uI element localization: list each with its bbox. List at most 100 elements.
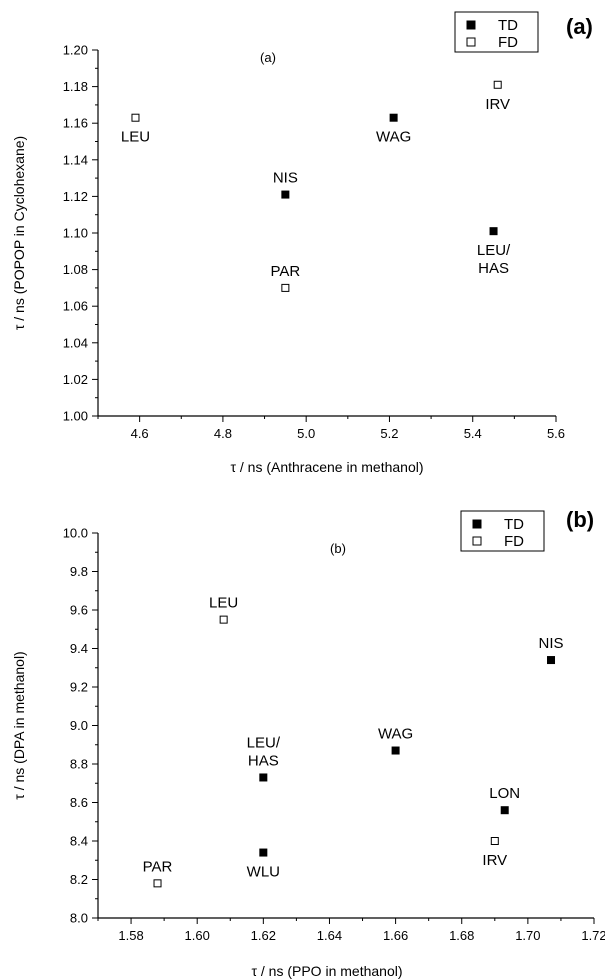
panel-letter: (b) xyxy=(566,507,594,532)
point-label: LEU xyxy=(209,595,238,612)
point-label: LEU xyxy=(121,129,150,146)
point-label: PAR xyxy=(143,858,173,875)
y-tick-label: 9.6 xyxy=(70,603,88,618)
y-tick-label: 1.06 xyxy=(63,299,88,314)
point-label: PAR xyxy=(270,263,300,280)
x-tick-label: 5.2 xyxy=(380,426,398,441)
fd-point xyxy=(493,80,502,89)
x-tick-label: 1.60 xyxy=(185,928,210,943)
panel-tag: (a) xyxy=(260,50,276,65)
point-label-line: LON xyxy=(489,785,520,802)
y-tick-label: 1.12 xyxy=(63,189,88,204)
point-label: IRV xyxy=(485,96,510,113)
td-point xyxy=(389,113,398,122)
y-tick-label: 8.4 xyxy=(70,834,88,849)
y-tick-label: 9.0 xyxy=(70,718,88,733)
panel-tag: (b) xyxy=(330,541,346,556)
point-label: WAG xyxy=(378,726,413,743)
x-tick-label: 4.8 xyxy=(214,426,232,441)
y-tick-label: 8.0 xyxy=(70,911,88,926)
legend-entry: TD xyxy=(504,516,524,533)
point-label: LON xyxy=(489,785,520,802)
legend-filled-square-marker xyxy=(472,519,482,529)
point-label-line: HAS xyxy=(478,260,509,277)
y-tick-label: 1.08 xyxy=(63,262,88,277)
fd-point xyxy=(490,837,499,845)
point-label-line: NIS xyxy=(539,635,564,652)
fd-point xyxy=(131,113,140,122)
x-tick-label: 5.4 xyxy=(464,426,482,441)
fd-point xyxy=(153,879,162,888)
scatter-panel-b: 8.0 8.2 8.4 8.6 8.8 9.0 9.2 9.4 9.6 9.8 10.0 1.58 1.… xyxy=(11,507,605,979)
point-label-line: WAG xyxy=(378,726,413,743)
point-label-line: PAR xyxy=(270,263,300,280)
legend-filled-square-marker xyxy=(466,20,476,30)
y-tick-label: 1.18 xyxy=(63,79,88,94)
point-label-line: NIS xyxy=(273,170,298,187)
point-label: IRV xyxy=(482,852,507,869)
point-label: WAG xyxy=(376,129,411,146)
point-label: WLU xyxy=(247,864,280,881)
td-point xyxy=(391,746,400,755)
point-label: LEU/HAS xyxy=(247,734,281,769)
y-tick-label: 8.8 xyxy=(70,757,88,772)
x-tick-label: 1.68 xyxy=(449,928,474,943)
point-label: LEU/HAS xyxy=(477,242,511,277)
point-label-line: WLU xyxy=(247,864,280,881)
point-label-line: LEU/ xyxy=(247,734,281,751)
point-label-line: LEU xyxy=(121,129,150,146)
panel-letter: (a) xyxy=(566,14,593,39)
x-tick-label: 1.62 xyxy=(251,928,276,943)
y-tick-label: 1.02 xyxy=(63,372,88,387)
point-label: NIS xyxy=(539,635,564,652)
scatter-panel-a: 1.00 1.02 1.04 1.06 1.08 1.10 1.12 1.14 1.16 1.18… xyxy=(11,11,593,475)
td-point xyxy=(259,848,268,857)
y-tick-label: 1.14 xyxy=(63,152,88,167)
y-tick-label: 1.16 xyxy=(63,116,88,131)
x-axis-title: τ / ns (PPO in methanol) xyxy=(251,963,402,979)
legend-entry: FD xyxy=(504,533,524,550)
point-label-line: PAR xyxy=(143,858,173,875)
y-tick-label: 1.00 xyxy=(63,409,88,424)
td-point xyxy=(489,227,498,236)
point-label-line: WAG xyxy=(376,129,411,146)
y-tick-label: 8.2 xyxy=(70,872,88,887)
fd-point xyxy=(281,283,290,292)
x-tick-label: 4.6 xyxy=(131,426,149,441)
y-tick-label: 10.0 xyxy=(63,526,88,541)
y-axis-title: τ / ns (POPOP in Cyclohexane) xyxy=(11,136,27,330)
y-tick-label: 8.6 xyxy=(70,795,88,810)
point-label-line: LEU xyxy=(209,595,238,612)
x-tick-label: 1.70 xyxy=(515,928,540,943)
legend-open-square-marker xyxy=(466,37,476,47)
x-tick-label: 5.6 xyxy=(547,426,565,441)
legend-entry: FD xyxy=(498,34,518,51)
y-tick-label: 9.2 xyxy=(70,680,88,695)
legend-entry: TD xyxy=(498,17,518,34)
y-tick-label: 1.20 xyxy=(63,43,88,58)
point-label-line: LEU/ xyxy=(477,242,511,259)
x-tick-label: 1.58 xyxy=(118,928,143,943)
y-tick-label: 9.4 xyxy=(70,641,88,656)
legend-open-square-marker xyxy=(472,536,482,546)
y-tick-label: 1.10 xyxy=(63,226,88,241)
y-tick-label: 1.04 xyxy=(63,335,88,350)
td-point xyxy=(259,773,268,782)
point-label-line: HAS xyxy=(248,752,279,769)
x-tick-label: 1.72 xyxy=(581,928,605,943)
point-label-line: IRV xyxy=(482,852,507,869)
y-tick-label: 9.8 xyxy=(70,564,88,579)
td-point xyxy=(500,806,509,815)
td-point xyxy=(547,656,556,665)
fd-point xyxy=(219,615,228,624)
x-axis-title: τ / ns (Anthracene in methanol) xyxy=(230,459,423,475)
y-axis-title: τ / ns (DPA in methanol) xyxy=(11,651,27,799)
td-point xyxy=(281,190,290,199)
point-label-line: IRV xyxy=(485,96,510,113)
x-tick-label: 5.0 xyxy=(297,426,315,441)
point-label: NIS xyxy=(273,170,298,187)
x-tick-label: 1.64 xyxy=(317,928,342,943)
